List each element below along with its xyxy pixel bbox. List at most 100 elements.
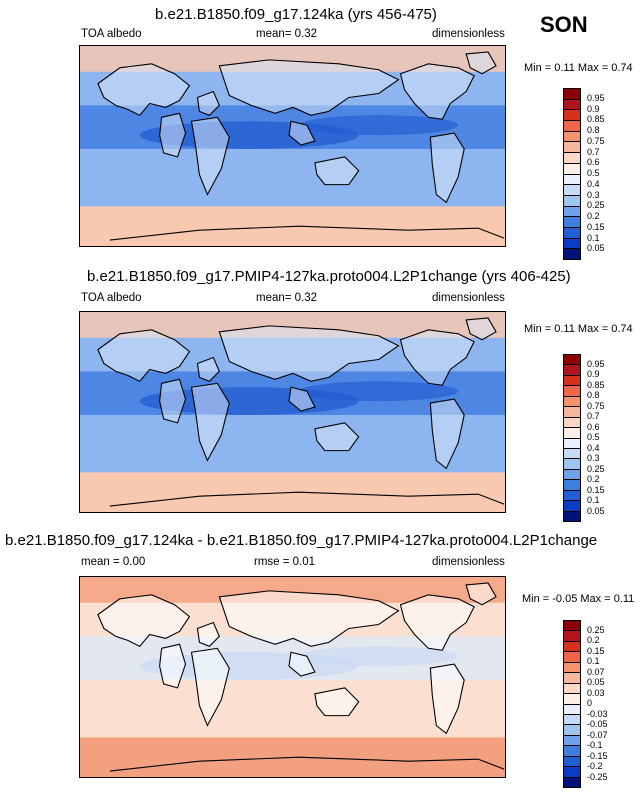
- coastline: [190, 116, 230, 196]
- colorbar-tick-label: 0.3: [587, 453, 600, 463]
- colorbar-swatch: [564, 767, 580, 778]
- coastline: [159, 378, 187, 424]
- colorbar-swatch: [564, 195, 580, 207]
- colorbar-swatch: [564, 511, 580, 521]
- colorbar-swatch: [564, 448, 580, 460]
- colorbar-swatch: [564, 746, 580, 757]
- colorbar-tick-label: 0.2: [587, 211, 600, 221]
- itcz-zone: [298, 646, 459, 667]
- coastline: [288, 120, 316, 146]
- colorbar-tick-label: 0.25: [587, 200, 605, 211]
- panel3-mean-label: mean = 0.00: [81, 556, 146, 568]
- coastline: [109, 225, 505, 241]
- colorbar-tick-label: 0.07: [587, 666, 605, 677]
- coastline: [288, 651, 316, 677]
- colorbar-tick-label: 0.25: [587, 624, 605, 635]
- colorbar-swatch: [564, 206, 580, 218]
- colorbar-swatch: [564, 131, 580, 143]
- colorbar-swatch: [564, 714, 580, 726]
- colorbar-swatch: [564, 227, 580, 239]
- colorbar-tick-label: 0.15: [587, 221, 605, 232]
- itcz-zone: [298, 115, 459, 136]
- colorbar-tick-label: -0.03: [587, 708, 608, 719]
- coastline: [218, 59, 400, 116]
- colorbar-swatch: [564, 662, 580, 674]
- colorbar-swatch: [564, 459, 580, 470]
- panel2-title: b.e21.B1850.f09_g17.PMIP4-127ka.proto004…: [87, 268, 571, 285]
- colorbar-tick-label: 0.7: [587, 411, 600, 421]
- colorbar-tick-label: 0.2: [587, 635, 600, 645]
- colorbar-tick-label: -0.2: [587, 761, 603, 771]
- colorbar-swatch: [564, 621, 580, 632]
- colorbar-tick-label: 0.05: [587, 677, 605, 687]
- panel2-map: [79, 311, 506, 513]
- coastline: [399, 329, 475, 386]
- panel2-variable-label: TOA albedo: [81, 292, 142, 304]
- season-label: SON: [540, 12, 588, 37]
- colorbar-swatch: [564, 163, 580, 175]
- panel3-colorbar: [563, 620, 581, 788]
- colorbar-swatch: [564, 365, 580, 376]
- colorbar-tick-label: 0.1: [587, 232, 600, 243]
- colorbar-swatch: [564, 652, 580, 663]
- panel1-mean-label: mean= 0.32: [256, 28, 318, 40]
- colorbar-tick-label: -0.15: [587, 750, 608, 761]
- colorbar-swatch: [564, 238, 580, 250]
- colorbar-swatch: [564, 480, 580, 491]
- coastline: [159, 643, 187, 689]
- panel1-variable-label: TOA albedo: [81, 28, 142, 40]
- colorbar-swatch: [564, 469, 580, 481]
- coastline: [314, 687, 360, 717]
- colorbar-tick-label: 0.25: [587, 463, 605, 474]
- panel1-units-label: dimensionless: [432, 28, 505, 40]
- panel1-map: [79, 45, 506, 247]
- coastline: [314, 156, 360, 186]
- coastline: [97, 63, 191, 116]
- colorbar-swatch: [564, 641, 580, 653]
- colorbar-swatch: [564, 99, 580, 111]
- coastline: [429, 132, 465, 204]
- colorbar-tick-label: 0.4: [587, 178, 600, 189]
- colorbar-swatch: [564, 777, 580, 787]
- colorbar-swatch: [564, 174, 580, 186]
- colorbar-swatch: [564, 428, 580, 439]
- colorbar-tick-label: 0.03: [587, 687, 605, 698]
- colorbar-swatch: [564, 501, 580, 512]
- colorbar-tick-label: -0.05: [587, 719, 608, 729]
- panel1-title: b.e21.B1850.f09_g17.124ka (yrs 456-475): [155, 6, 437, 23]
- colorbar-swatch: [564, 153, 580, 164]
- colorbar-swatch: [564, 386, 580, 397]
- colorbar-tick-label: 0.6: [587, 421, 600, 432]
- colorbar-tick-label: 0.1: [587, 495, 600, 505]
- coastline: [218, 590, 400, 647]
- panel3-title: b.e21.B1850.f09_g17.124ka - b.e21.B1850.…: [5, 532, 598, 549]
- colorbar-tick-label: 0.8: [587, 125, 600, 135]
- coastline: [314, 422, 360, 452]
- coastline: [159, 112, 187, 158]
- colorbar-tick-label: 0.15: [587, 484, 605, 495]
- colorbar-swatch: [564, 756, 580, 768]
- coastline: [429, 398, 465, 470]
- colorbar-tick-label: 0.7: [587, 146, 600, 157]
- panel3-units-label: dimensionless: [432, 556, 505, 568]
- colorbar-tick-label: 0.95: [587, 92, 605, 103]
- colorbar-tick-label: -0.25: [587, 771, 608, 782]
- colorbar-swatch: [564, 121, 580, 132]
- coastline: [465, 317, 497, 341]
- coastline: [97, 329, 191, 382]
- colorbar-swatch: [564, 683, 580, 695]
- panel3-rmse-label: rmse = 0.01: [254, 556, 316, 568]
- coastline: [429, 663, 465, 735]
- colorbar-tick-label: 0.75: [587, 135, 605, 146]
- panel2-units-label: dimensionless: [432, 292, 505, 304]
- colorbar-swatch: [564, 704, 580, 715]
- colorbar-tick-label: 0.9: [587, 103, 600, 114]
- colorbar-tick-label: 0.85: [587, 114, 605, 125]
- colorbar-tick-label: 0.2: [587, 474, 600, 484]
- panel1-colorbar: [563, 88, 581, 260]
- colorbar-tick-label: 0.5: [587, 432, 600, 442]
- colorbar-tick-label: 0.8: [587, 390, 600, 400]
- colorbar-swatch: [564, 375, 580, 387]
- colorbar-swatch: [564, 735, 580, 747]
- coastline: [196, 621, 220, 647]
